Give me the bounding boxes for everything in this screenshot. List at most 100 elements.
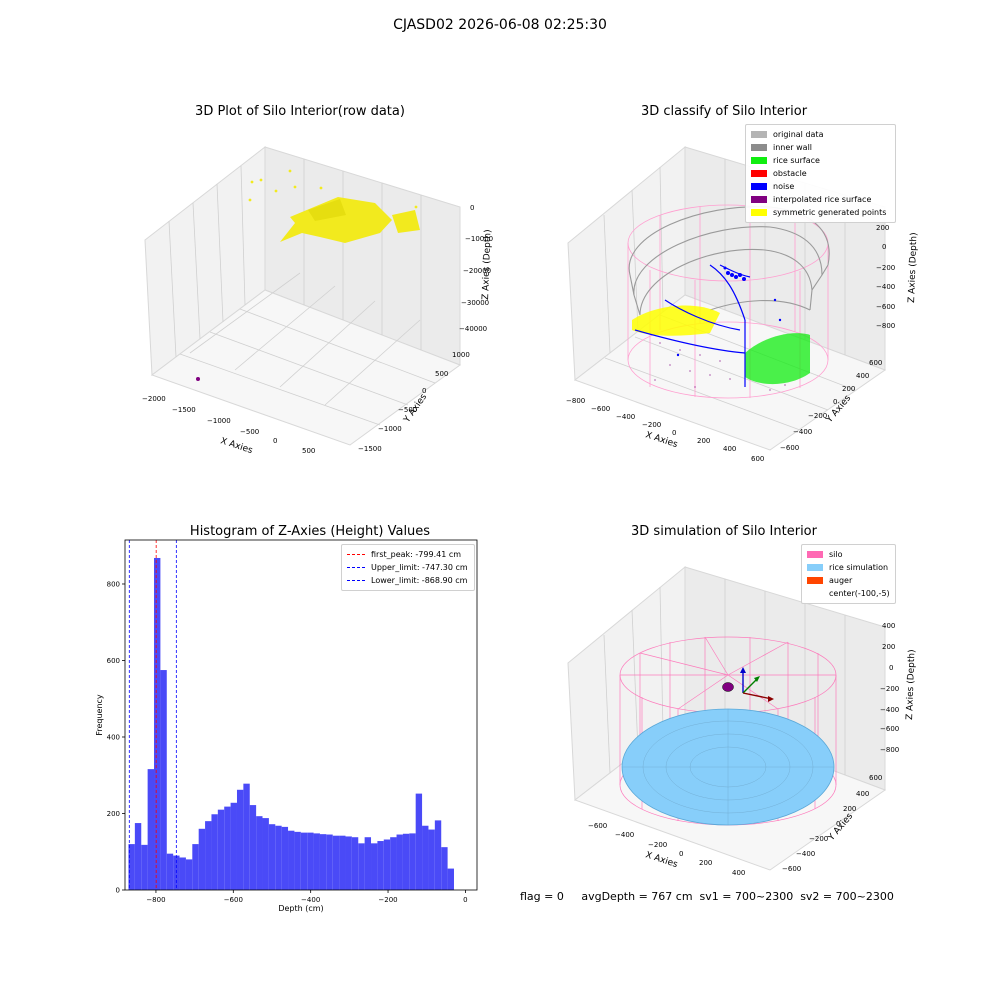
histogram-bar [192, 844, 199, 890]
histogram-bar [371, 843, 378, 890]
raw-x-ticks: −2000 −1500 −1000 −500 0 500 [142, 395, 315, 455]
svg-text:200: 200 [876, 224, 889, 232]
svg-text:−20000: −20000 [463, 267, 491, 275]
legend-item-inner-wall: inner wall [751, 141, 890, 154]
svg-text:−600: −600 [876, 303, 895, 311]
histogram-bar [377, 841, 384, 890]
histogram-bar [422, 825, 429, 890]
histogram-y-tick-label: 400 [107, 733, 120, 741]
simulation-plot-title: 3D simulation of Silo Interior [631, 524, 817, 539]
svg-text:1000: 1000 [452, 351, 470, 359]
histogram-bar [166, 853, 174, 890]
svg-text:−200: −200 [876, 264, 895, 272]
classify-z-ticks: 200 0 −200 −400 −600 −800 [876, 224, 895, 330]
svg-text:−600: −600 [880, 725, 899, 733]
status-footer: flag = 0 avgDepth = 767 cm sv1 = 700~230… [520, 890, 894, 903]
svg-text:200: 200 [697, 437, 710, 445]
legend-item-rice-simulation: rice simulation [807, 561, 890, 574]
simulation-center-marker [722, 682, 734, 692]
legend-item-noise: noise [751, 180, 890, 193]
histogram-chart: 0 200 400 600 800 −800 −600 −400 −200 0 Depth (c… [95, 539, 478, 913]
legend-item-silo: silo [807, 548, 890, 561]
svg-text:400: 400 [723, 445, 736, 453]
raw-outlier-point [196, 377, 200, 381]
svg-text:−200: −200 [808, 412, 827, 420]
histogram-bar [358, 843, 365, 890]
histogram-bar [154, 557, 161, 890]
histogram-bar [390, 837, 397, 890]
histogram-bar [217, 809, 225, 890]
histogram-bar [243, 783, 250, 890]
classify-noise-points [634, 264, 751, 387]
svg-text:−600: −600 [591, 405, 610, 413]
classify-3d-plot: 200 0 −200 −400 −600 −800 −800 −600 −400… [566, 145, 919, 463]
svg-text:200: 200 [699, 859, 712, 867]
histogram-title: Histogram of Z-Axies (Height) Values [189, 524, 431, 539]
legend-item-lower-limit: Lower_limit: -868.90 cm [347, 574, 469, 587]
histogram-bar [402, 833, 410, 890]
histogram-bar [332, 835, 340, 890]
svg-text:600: 600 [869, 359, 882, 367]
legend-item-obstacle: obstacle [751, 167, 890, 180]
simulation-y-ticks: 600 400 200 0 −200 −400 −600 [782, 774, 882, 873]
svg-text:0: 0 [833, 398, 837, 406]
svg-text:0: 0 [273, 437, 277, 445]
legend-item-original-data: original data [751, 128, 890, 141]
svg-text:0: 0 [836, 820, 840, 828]
histogram-bar [326, 834, 333, 890]
histogram-bar [256, 816, 263, 890]
histogram-bar [409, 833, 416, 890]
classify-legend: original data inner wall rice surface ob… [745, 124, 896, 223]
histogram-x-tick-label: −200 [378, 896, 397, 904]
svg-text:−1500: −1500 [358, 445, 382, 453]
histogram-y-tick-label: 0 [116, 887, 120, 895]
svg-text:0: 0 [672, 429, 676, 437]
legend-item-interpolated-surface: interpolated rice surface [751, 193, 890, 206]
histogram-bar [434, 820, 442, 890]
raw-3d-plot: 0 −10000 −20000 −30000 −40000 −2000 −150… [142, 145, 493, 456]
histogram-bar [441, 847, 448, 890]
raw-plot-title: 3D Plot of Silo Interior(row data) [195, 104, 405, 119]
histogram-bar [147, 769, 155, 890]
histogram-bar [275, 825, 282, 890]
histogram-x-tick-label: −400 [301, 896, 320, 904]
histogram-bar [179, 857, 186, 890]
svg-text:200: 200 [882, 643, 895, 651]
histogram-bar [128, 844, 135, 890]
histogram-bar [415, 793, 423, 890]
histogram-y-tick-label: 600 [107, 657, 120, 665]
svg-text:0: 0 [889, 664, 893, 672]
legend-item-rice-surface: rice surface [751, 154, 890, 167]
simulation-z-axis-label: Z Axies (Depth) [905, 649, 917, 720]
svg-text:400: 400 [856, 790, 869, 798]
legend-item-auger: auger [807, 574, 890, 587]
svg-text:0: 0 [422, 387, 426, 395]
classify-x-ticks: −800 −600 −400 −200 0 200 400 600 [566, 397, 764, 463]
simulation-x-axis-label: X Axies [644, 850, 679, 870]
histogram-bar [160, 670, 167, 890]
svg-text:−600: −600 [588, 822, 607, 830]
simulation-rice-mesh [622, 709, 834, 825]
svg-text:500: 500 [435, 370, 448, 378]
histogram-bar [300, 832, 308, 890]
histogram-bar [288, 830, 295, 890]
svg-text:400: 400 [732, 869, 745, 877]
svg-text:−400: −400 [876, 283, 895, 291]
histogram-bar [447, 868, 454, 890]
svg-text:−400: −400 [880, 706, 899, 714]
raw-z-ticks: 0 −10000 −20000 −30000 −40000 [459, 204, 493, 333]
simulation-3d-plot: 400 200 0 −200 −400 −600 −800 −600 −400 … [567, 565, 917, 877]
histogram-bar [294, 831, 301, 890]
svg-text:−30000: −30000 [461, 299, 489, 307]
histogram-bar [383, 839, 391, 890]
svg-text:−600: −600 [782, 865, 801, 873]
svg-text:−200: −200 [648, 841, 667, 849]
histogram-bar [319, 834, 327, 890]
svg-text:−400: −400 [796, 850, 815, 858]
histogram-bar [364, 837, 372, 890]
svg-text:0: 0 [882, 243, 886, 251]
svg-text:−800: −800 [566, 397, 585, 405]
svg-text:−2000: −2000 [142, 395, 166, 403]
histogram-bar [345, 836, 352, 890]
histogram-x-axis-label: Depth (cm) [278, 904, 323, 913]
